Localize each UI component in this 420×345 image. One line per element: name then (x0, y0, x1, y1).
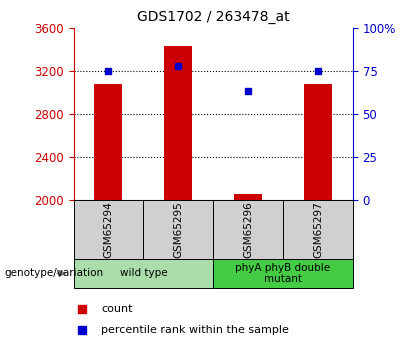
Bar (283, 200, 353, 259)
Bar (213, 200, 283, 259)
Text: GSM65294: GSM65294 (103, 201, 113, 258)
Text: GSM65295: GSM65295 (173, 201, 183, 258)
Text: genotype/variation: genotype/variation (4, 268, 103, 278)
Bar (213, 259, 353, 288)
Text: wild type: wild type (120, 268, 167, 278)
Text: count: count (102, 304, 133, 314)
Text: GSM65297: GSM65297 (313, 201, 323, 258)
Bar (143, 200, 213, 259)
Bar (74, 200, 143, 259)
Text: GSM65296: GSM65296 (243, 201, 253, 258)
Bar (94, 84, 122, 200)
Bar (164, 46, 192, 200)
Bar (234, 194, 262, 200)
Title: GDS1702 / 263478_at: GDS1702 / 263478_at (137, 10, 289, 24)
Text: percentile rank within the sample: percentile rank within the sample (102, 325, 289, 335)
Bar (304, 84, 332, 200)
Text: phyA phyB double
mutant: phyA phyB double mutant (236, 263, 331, 284)
Bar (74, 259, 213, 288)
